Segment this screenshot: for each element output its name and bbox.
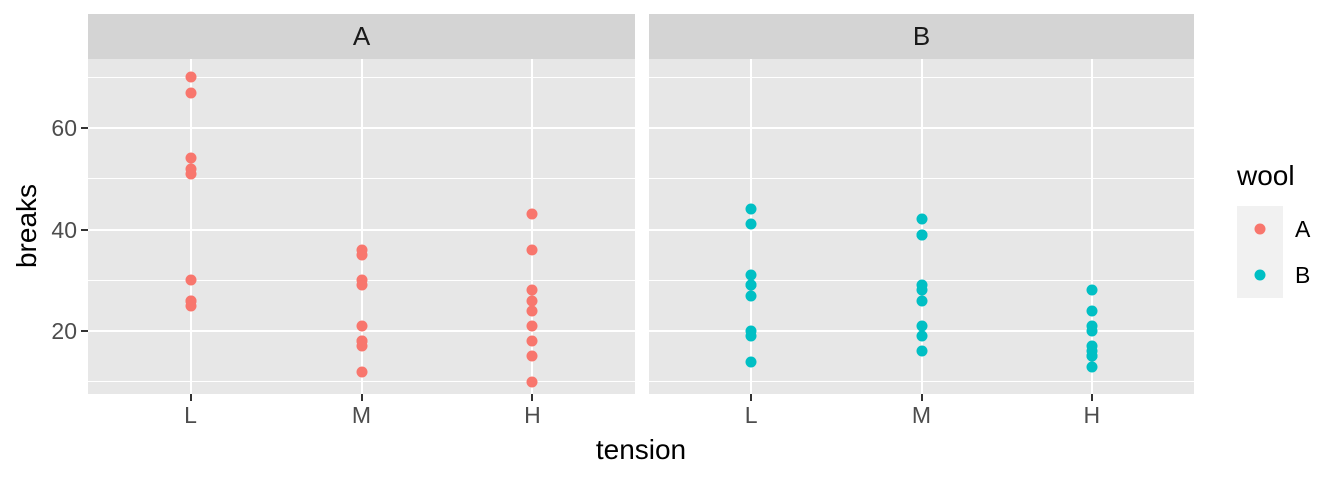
legend-key-b (1237, 252, 1283, 298)
data-point (745, 325, 757, 337)
data-point (916, 320, 927, 332)
data-point (1086, 345, 1098, 357)
data-point (185, 71, 197, 83)
v-gridline (361, 59, 363, 394)
data-point (356, 274, 367, 286)
data-point (356, 335, 367, 347)
facet-strip-a: A (88, 14, 635, 59)
legend-key-a (1237, 206, 1283, 252)
legend-label-a: A (1295, 215, 1311, 242)
x-axis-title: tension (595, 434, 687, 465)
data-point (356, 366, 367, 378)
data-point (526, 295, 538, 307)
y-axis-title: breaks (11, 183, 42, 269)
data-point (745, 203, 757, 215)
v-gridline (531, 59, 533, 394)
data-point (185, 295, 197, 307)
legend: wool A B (1237, 160, 1310, 298)
data-point (1086, 361, 1098, 373)
data-point (526, 284, 538, 296)
x-tick-label: L (744, 402, 758, 428)
x-tick-label: M (911, 402, 932, 428)
x-tick-label: H (1083, 402, 1101, 428)
data-point (185, 152, 197, 164)
data-point (526, 335, 538, 347)
data-point (526, 376, 538, 388)
y-tick-label: 40 (51, 217, 77, 243)
x-tick-mark (361, 394, 363, 401)
data-point (1086, 320, 1098, 332)
v-gridline (190, 59, 192, 394)
facet-panel-b (649, 59, 1194, 394)
x-tick-label: L (184, 402, 197, 428)
facet-strip-b: B (649, 14, 1194, 59)
x-tick-mark (190, 394, 192, 401)
legend-dot-b-icon (1254, 269, 1266, 281)
x-tick-label: H (524, 402, 541, 428)
facet-strip-a-label: A (352, 21, 371, 51)
data-point (745, 279, 757, 291)
legend-entry-b: B (1237, 252, 1310, 298)
x-tick-mark (1091, 394, 1093, 401)
data-point (916, 213, 927, 225)
y-tick-mark (81, 330, 88, 332)
y-tick-label: 20 (51, 318, 77, 344)
data-point (526, 320, 538, 332)
y-tick-mark (81, 229, 88, 231)
data-point (526, 244, 538, 256)
x-tick-mark (750, 394, 752, 401)
data-point (185, 87, 197, 98)
v-gridline (921, 59, 923, 394)
data-point (916, 330, 927, 342)
data-point (745, 218, 757, 230)
data-point (526, 350, 538, 362)
y-tick-label: 60 (51, 115, 77, 141)
data-point (745, 269, 757, 281)
data-point (356, 244, 367, 256)
x-tick-label: M (351, 402, 372, 428)
data-point (356, 320, 367, 332)
legend-title: wool (1237, 160, 1295, 191)
legend-label-b: B (1295, 261, 1311, 288)
x-tick-mark (531, 394, 533, 401)
data-point (745, 356, 757, 367)
data-point (745, 290, 757, 302)
data-point (1086, 284, 1098, 296)
data-point (916, 229, 927, 241)
x-tick-mark (921, 394, 923, 401)
data-point (916, 279, 927, 291)
data-point (916, 295, 927, 307)
data-point (916, 345, 927, 357)
data-point (526, 208, 538, 220)
legend-entry-a: A (1237, 206, 1310, 252)
data-point (185, 168, 197, 180)
legend-dot-a-icon (1254, 223, 1266, 235)
y-tick-mark (81, 127, 88, 129)
data-point (526, 305, 538, 317)
data-point (1086, 305, 1098, 317)
data-point (185, 274, 197, 286)
facet-strip-b-label: B (912, 21, 931, 51)
v-gridline (1091, 59, 1093, 394)
facet-panel-a (88, 59, 635, 394)
